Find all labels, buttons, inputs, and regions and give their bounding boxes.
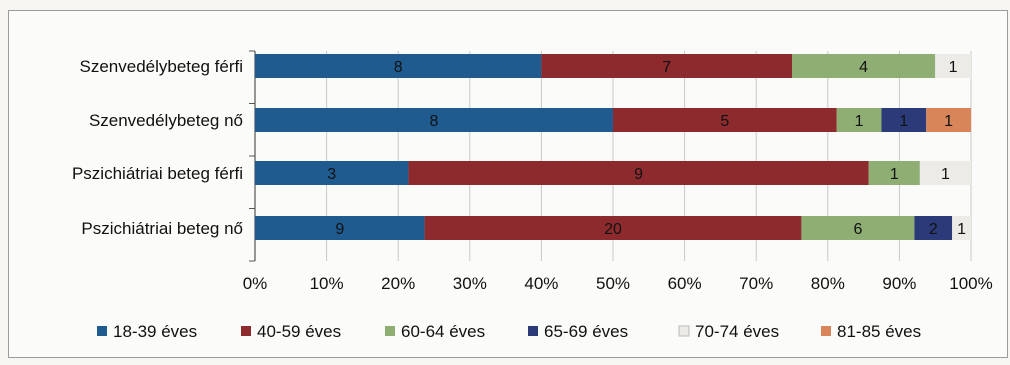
bars: 8 7 4 1 8 5 1 1 1 3 9 1 1 9 20 6 2 1: [255, 54, 971, 240]
legend-swatch: [528, 326, 538, 336]
legend-item: 65-69 éves: [528, 322, 628, 341]
bar-value-label: 20: [604, 221, 622, 238]
bar-value-label: 1: [957, 221, 966, 238]
x-tick-label: 100%: [949, 274, 992, 293]
bar-value-label: 7: [662, 59, 671, 76]
bar-value-label: 6: [853, 221, 862, 238]
x-tick-label: 40%: [524, 274, 558, 293]
bar-segment: [926, 108, 971, 132]
x-tick-label: 80%: [811, 274, 845, 293]
bar-value-label: 1: [855, 113, 864, 130]
bar-segment: [255, 54, 542, 78]
legend-swatch: [678, 325, 690, 337]
bar-value-label: 1: [941, 166, 950, 183]
legend-label: 65-69 éves: [544, 322, 628, 341]
legend-swatch: [97, 326, 107, 336]
bar-segment: [836, 108, 882, 132]
bar-segment: [919, 161, 971, 185]
category-label: Pszichiátriai beteg férfi: [72, 164, 243, 183]
chart-frame: 8 7 4 1 8 5 1 1 1 3 9 1 1 9 20 6 2 1 Szenvedélybeteg férf…: [8, 10, 1008, 358]
bar-value-label: 1: [899, 113, 908, 130]
bar-segment: [255, 161, 409, 185]
legend-label: 70-74 éves: [695, 322, 779, 341]
x-tick-labels: 0% 10% 20% 30% 40% 50% 60% 70% 80% 90% 100%: [243, 274, 993, 293]
legend-item: 18-39 éves: [97, 322, 197, 341]
bar-value-label: 4: [859, 59, 868, 76]
bar-value-label: 9: [634, 166, 643, 183]
stacked-bar-chart: 8 7 4 1 8 5 1 1 1 3 9 1 1 9 20 6 2 1 Szenvedélybeteg férf…: [72, 50, 993, 341]
x-tick-label: 10%: [310, 274, 344, 293]
bar-value-label: 5: [720, 113, 729, 130]
legend-swatch: [241, 326, 251, 336]
x-tick-label: 70%: [739, 274, 773, 293]
legend-item: 81-85 éves: [821, 322, 921, 341]
bar-value-label: 1: [949, 59, 958, 76]
x-tick-label: 90%: [882, 274, 916, 293]
bar-value-label: 8: [394, 59, 403, 76]
category-label: Szenvedélybeteg férfi: [80, 57, 244, 76]
legend-item: 60-64 éves: [385, 322, 485, 341]
bar-segment: [935, 54, 971, 78]
legend: 18-39 éves 40-59 éves 60-64 éves 65-69 éves…: [97, 322, 921, 341]
bar-value-label: 1: [944, 113, 953, 130]
bar-segment: [424, 216, 802, 240]
bar-value-label: 1: [890, 166, 899, 183]
x-tick-label: 50%: [596, 274, 630, 293]
category-label: Szenvedélybeteg nő: [89, 111, 243, 130]
bar-segment: [255, 108, 613, 132]
bar-segment: [541, 54, 792, 78]
legend-swatch: [821, 326, 831, 336]
bar-segment: [952, 216, 971, 240]
bar-value-label: 8: [430, 113, 439, 130]
x-tick-label: 60%: [668, 274, 702, 293]
bar-value-label: 3: [327, 166, 336, 183]
legend-item: 70-74 éves: [678, 322, 779, 341]
bar-segment: [792, 54, 936, 78]
bar-segment: [868, 161, 920, 185]
bar-segment: [408, 161, 869, 185]
legend-label: 18-39 éves: [113, 322, 197, 341]
bar-segment: [613, 108, 837, 132]
legend-swatch: [385, 326, 395, 336]
x-tick-label: 30%: [453, 274, 487, 293]
bar-segment: [801, 216, 915, 240]
bar-segment: [881, 108, 927, 132]
bar-value-label: 9: [335, 221, 344, 238]
legend-label: 81-85 éves: [837, 322, 921, 341]
bar-value-label: 2: [929, 221, 938, 238]
legend-label: 60-64 éves: [401, 322, 485, 341]
legend-label: 40-59 éves: [257, 322, 341, 341]
bar-segment: [255, 216, 425, 240]
legend-item: 40-59 éves: [241, 322, 341, 341]
x-tick-label: 20%: [381, 274, 415, 293]
category-label: Pszichiátriai beteg nő: [81, 219, 243, 238]
category-labels: Szenvedélybeteg férfi Szenvedélybeteg nő P…: [72, 57, 243, 238]
x-tick-label: 0%: [243, 274, 268, 293]
bar-segment: [914, 216, 953, 240]
